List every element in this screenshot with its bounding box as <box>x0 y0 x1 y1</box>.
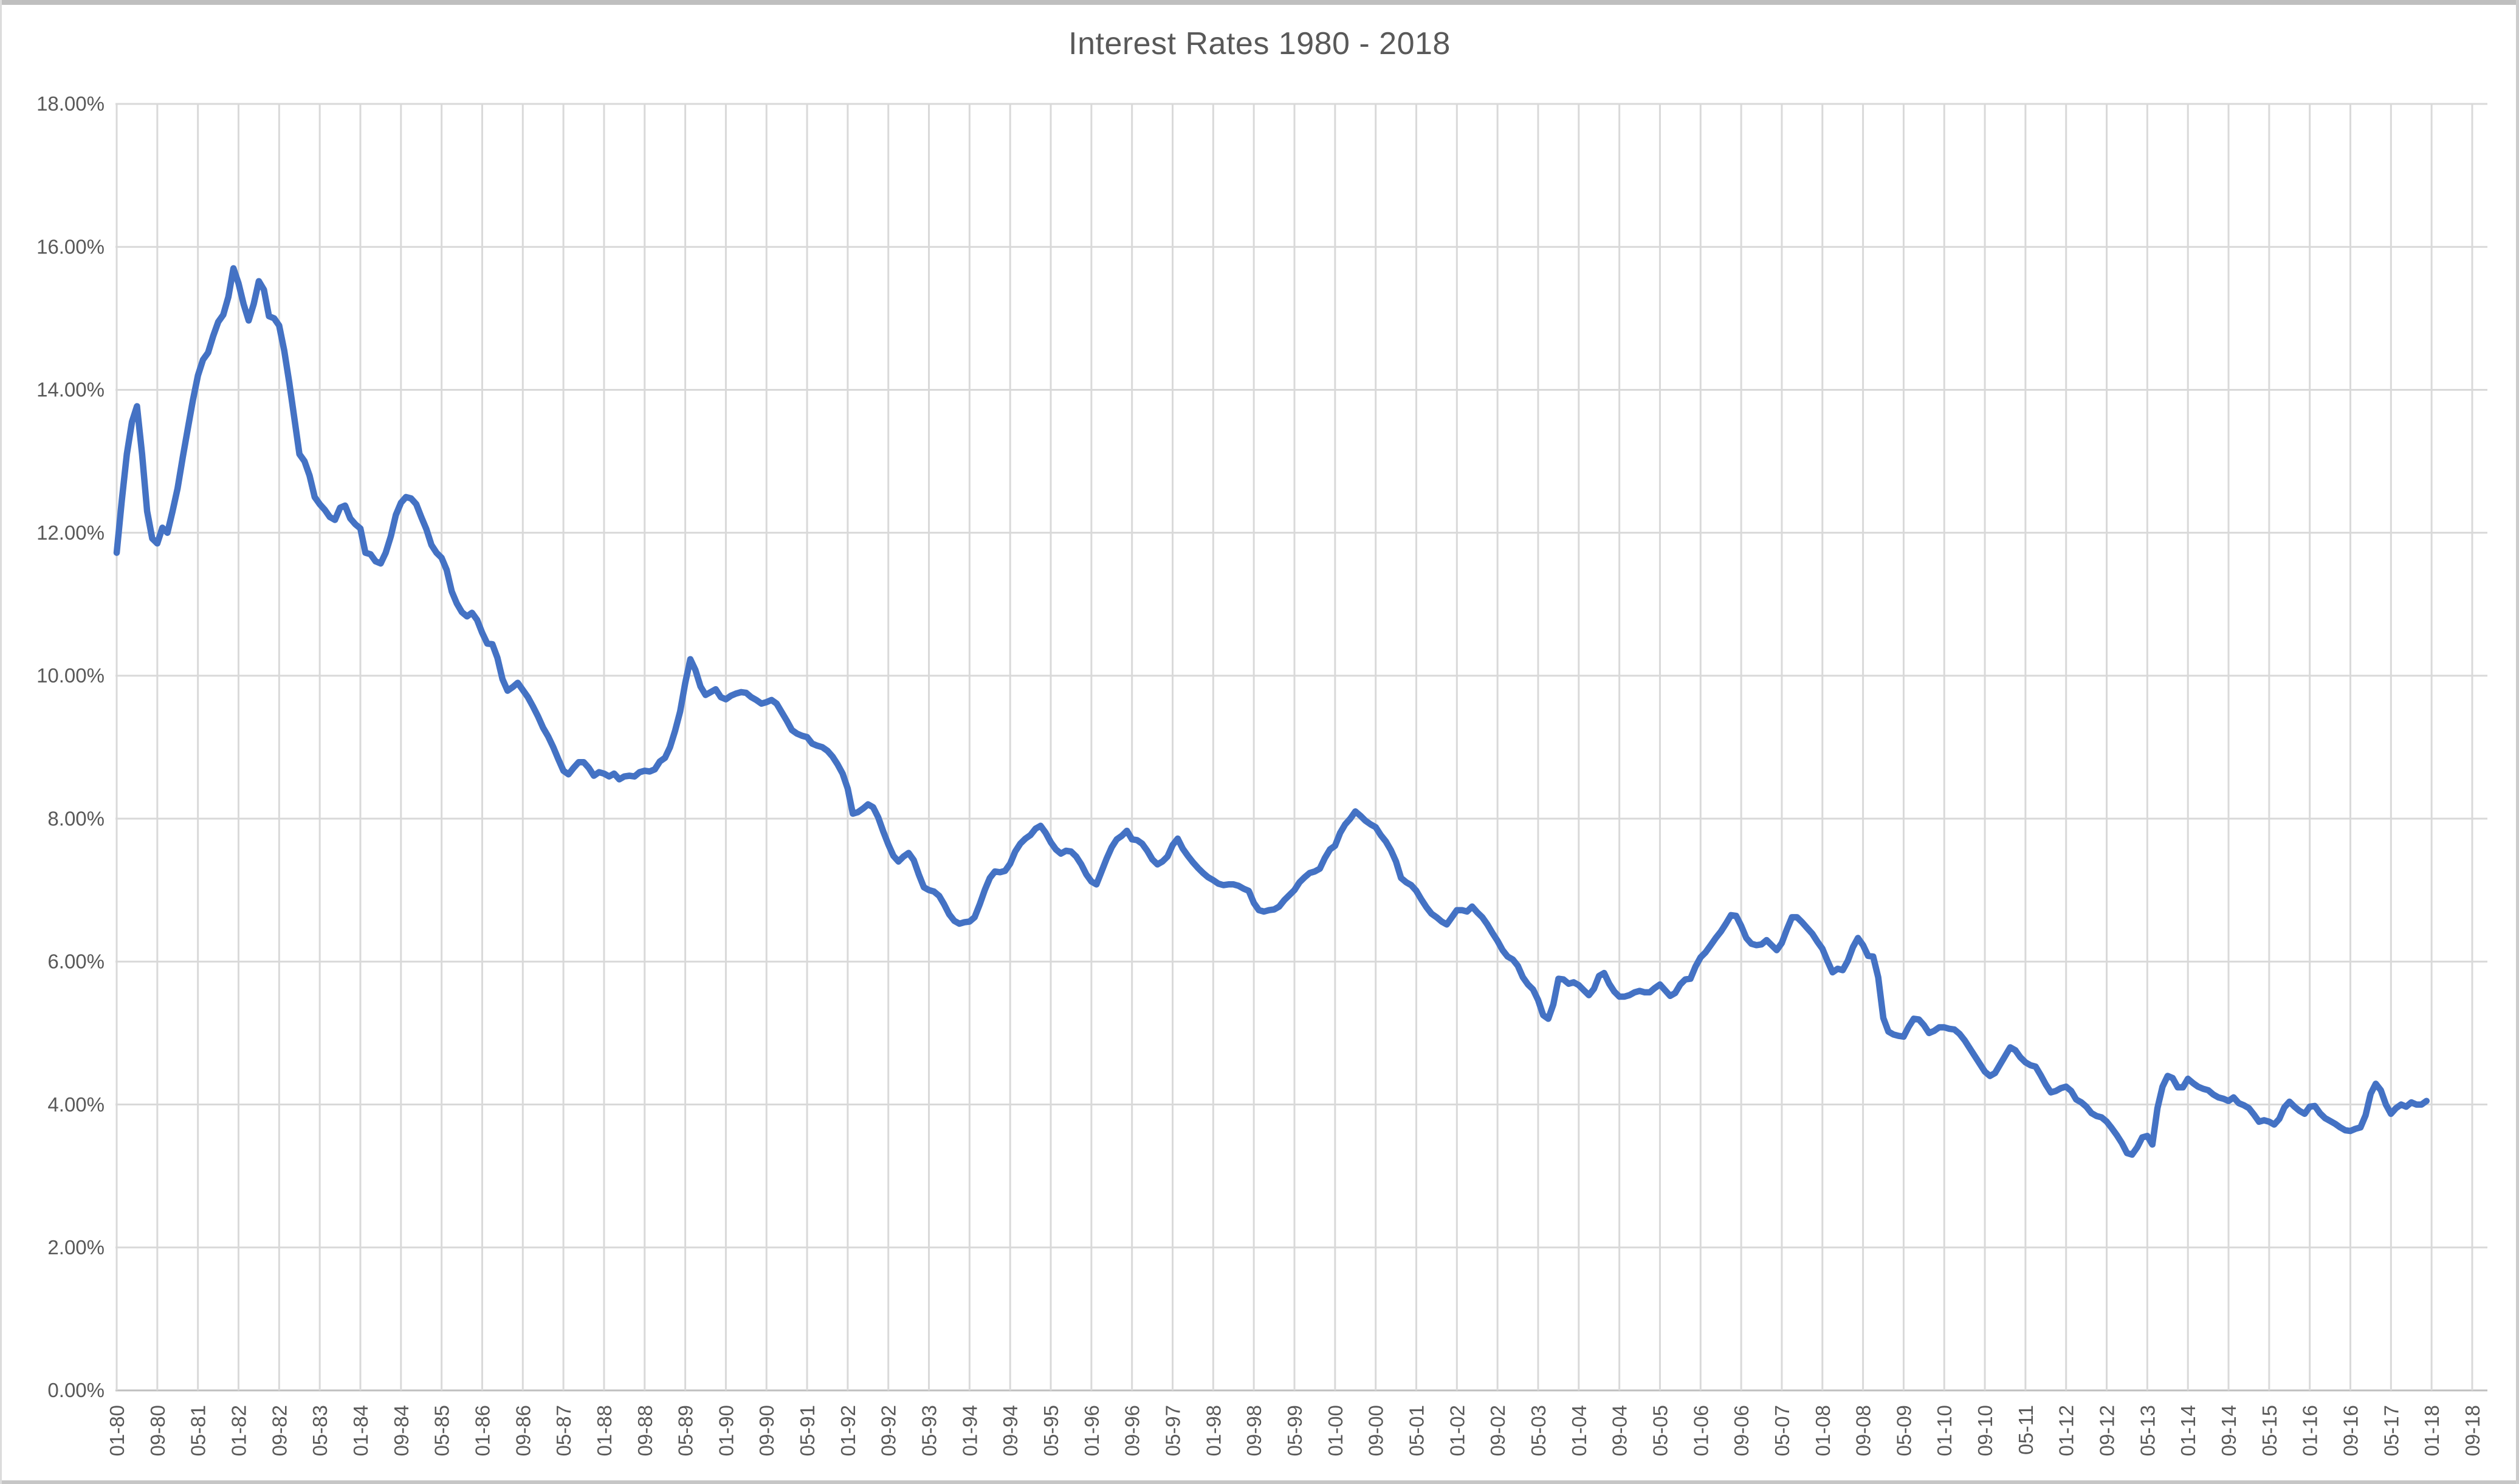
x-axis-label: 09-18 <box>2461 1405 2484 1456</box>
y-axis-label: 10.00% <box>36 664 105 687</box>
x-axis-label: 01-92 <box>837 1405 859 1456</box>
x-axis-label: 09-16 <box>2340 1405 2362 1456</box>
x-axis-label: 05-01 <box>1405 1405 1428 1456</box>
y-axis-label: 14.00% <box>36 379 105 401</box>
x-axis-label: 01-86 <box>471 1405 493 1456</box>
x-axis-label: 05-97 <box>1162 1405 1184 1456</box>
x-axis-label: 09-08 <box>1852 1405 1875 1456</box>
y-axis-label: 16.00% <box>36 235 105 258</box>
x-axis-label: 01-14 <box>2177 1405 2199 1456</box>
x-axis-label: 09-86 <box>512 1405 534 1456</box>
x-axis-label: 09-12 <box>2096 1405 2119 1456</box>
x-axis-label: 01-82 <box>227 1405 250 1456</box>
chart-title: Interest Rates 1980 - 2018 <box>1068 26 1451 61</box>
x-axis-label: 09-80 <box>146 1405 169 1456</box>
x-axis-label: 01-80 <box>106 1405 128 1456</box>
y-axis-label: 6.00% <box>47 950 105 973</box>
x-axis-label: 05-95 <box>1040 1405 1062 1456</box>
x-axis-label: 05-81 <box>187 1405 210 1456</box>
x-axis-label: 09-90 <box>755 1405 778 1456</box>
x-axis-label: 01-06 <box>1689 1405 1712 1456</box>
y-axis-label: 0.00% <box>47 1379 105 1401</box>
x-axis-label: 05-09 <box>1892 1405 1915 1456</box>
x-axis-label: 05-03 <box>1527 1405 1550 1456</box>
x-axis-label: 09-06 <box>1730 1405 1753 1456</box>
y-axis-label: 8.00% <box>47 807 105 830</box>
x-axis-label: 09-14 <box>2218 1405 2240 1456</box>
window-edge-bottom <box>0 1480 2519 1484</box>
x-axis-label: 01-16 <box>2299 1405 2321 1456</box>
y-axis-label: 2.00% <box>47 1236 105 1259</box>
y-axis-label: 12.00% <box>36 521 105 544</box>
x-axis-label: 01-94 <box>958 1405 981 1456</box>
x-axis-label: 05-93 <box>918 1405 941 1456</box>
x-axis-label: 09-94 <box>999 1405 1022 1456</box>
x-axis-label: 05-85 <box>431 1405 453 1456</box>
x-axis-label: 05-91 <box>796 1405 819 1456</box>
window-edge-top <box>0 0 2519 5</box>
x-axis-label: 05-13 <box>2136 1405 2159 1456</box>
window-edge-left <box>0 0 2 1484</box>
window-edge-right <box>2516 0 2519 1484</box>
x-axis-label: 01-88 <box>593 1405 616 1456</box>
x-axis-label: 01-12 <box>2055 1405 2078 1456</box>
x-axis-label: 01-98 <box>1202 1405 1225 1456</box>
x-axis-label: 01-00 <box>1324 1405 1347 1456</box>
x-axis-label: 05-99 <box>1284 1405 1306 1456</box>
x-axis-label: 01-84 <box>349 1405 372 1456</box>
x-axis-label: 09-10 <box>1974 1405 1996 1456</box>
x-axis-label: 09-00 <box>1365 1405 1387 1456</box>
x-axis-label: 05-05 <box>1649 1405 1671 1456</box>
x-axis-label: 05-83 <box>309 1405 331 1456</box>
x-axis-label: 01-18 <box>2421 1405 2443 1456</box>
x-axis-label: 05-11 <box>2015 1405 2037 1455</box>
x-axis-label: 05-17 <box>2380 1405 2402 1456</box>
x-axis-label: 09-04 <box>1609 1405 1631 1456</box>
x-axis-label: 05-89 <box>675 1405 697 1456</box>
x-axis-label: 01-04 <box>1568 1405 1590 1456</box>
y-axis-label: 4.00% <box>47 1093 105 1116</box>
x-axis-label: 09-82 <box>268 1405 290 1456</box>
y-axis-label: 18.00% <box>36 92 105 115</box>
x-axis-label: 05-07 <box>1771 1405 1793 1456</box>
x-axis-label: 09-98 <box>1243 1405 1265 1456</box>
x-axis-label: 05-15 <box>2258 1405 2281 1456</box>
x-axis-label: 01-08 <box>1812 1405 1834 1456</box>
x-axis-label: 09-88 <box>634 1405 656 1456</box>
interest-rate-series-line <box>113 265 2430 1158</box>
x-axis-label: 01-96 <box>1081 1405 1103 1456</box>
x-axis-label: 09-84 <box>390 1405 413 1456</box>
x-axis-label: 01-02 <box>1446 1405 1468 1456</box>
x-axis-label: 09-02 <box>1486 1405 1509 1456</box>
x-axis-label: 01-10 <box>1933 1405 1956 1456</box>
x-axis-label: 09-92 <box>878 1405 900 1456</box>
x-axis-label: 05-87 <box>552 1405 575 1456</box>
x-axis-label: 01-90 <box>715 1405 737 1456</box>
x-axis-label: 09-96 <box>1121 1405 1144 1456</box>
